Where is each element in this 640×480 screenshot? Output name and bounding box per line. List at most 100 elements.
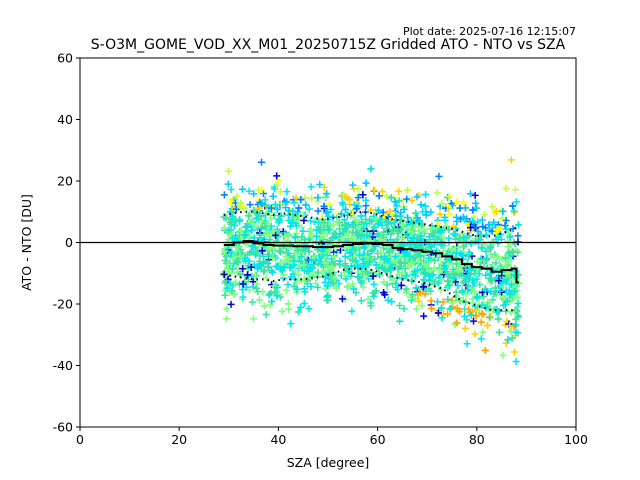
scatter-point (453, 218, 461, 226)
scatter-point (468, 217, 476, 225)
scatter-point (397, 281, 405, 289)
scatter-point (464, 286, 472, 294)
scatter-point (436, 210, 444, 218)
scatter-point (508, 248, 516, 256)
scatter-point (459, 198, 467, 206)
scatter-point (332, 230, 340, 238)
scatter-point (257, 158, 265, 166)
scatter-point (221, 247, 229, 255)
scatter-point (497, 206, 505, 214)
scatter-point (269, 192, 277, 200)
scatter-point (223, 253, 231, 261)
scatter-point (257, 213, 265, 221)
scatter-point (485, 221, 493, 229)
scatter-point (453, 319, 461, 327)
scatter-point (504, 250, 512, 258)
scatter-point (502, 307, 510, 315)
scatter-point (295, 204, 303, 212)
scatter-point (307, 217, 315, 225)
scatter-point (412, 209, 420, 217)
scatter-point (478, 310, 486, 318)
scatter-point (220, 191, 228, 199)
scatter-point (312, 279, 320, 287)
scatter-point (352, 289, 360, 297)
scatter-point (445, 193, 453, 201)
scatter-point (427, 297, 435, 305)
scatter-point (504, 243, 512, 251)
scatter-point (255, 204, 263, 212)
scatter-point (492, 259, 500, 267)
scatter-point (357, 265, 365, 273)
scatter-point (347, 249, 355, 257)
scatter-point (258, 224, 266, 232)
scatter-point (332, 284, 340, 292)
scatter-point (227, 186, 235, 194)
scatter-point (323, 209, 331, 217)
scatter-point (336, 257, 344, 265)
scatter-point (392, 279, 400, 287)
scatter-point (271, 288, 279, 296)
scatter-point (275, 247, 283, 255)
scatter-point (327, 205, 335, 213)
scatter-point (451, 230, 459, 238)
scatter-point (352, 246, 360, 254)
scatter-point (398, 268, 406, 276)
scatter-point (501, 254, 509, 262)
scatter-point (508, 334, 516, 342)
scatter-point (369, 246, 377, 254)
scatter-point (494, 252, 502, 260)
scatter-point (284, 281, 292, 289)
scatter-point (276, 188, 284, 196)
scatter-point (237, 199, 245, 207)
scatter-point (314, 283, 322, 291)
scatter-point (314, 194, 322, 202)
scatter-point (371, 255, 379, 263)
plot-date: Plot date: 2025-07-16 12:15:07 (403, 25, 576, 38)
scatter-point (348, 307, 356, 315)
scatter-point (254, 288, 262, 296)
scatter-point (495, 264, 503, 272)
scatter-point (229, 212, 237, 220)
scatter-point (421, 260, 429, 268)
scatter-point (442, 269, 450, 277)
scatter-point (378, 188, 386, 196)
scatter-point (381, 252, 389, 260)
scatter-point (445, 234, 453, 242)
scatter-point (407, 296, 415, 304)
scatter-point (306, 225, 314, 233)
scatter-point (372, 261, 380, 269)
scatter-point (275, 229, 283, 237)
scatter-point (290, 257, 298, 265)
scatter-point (239, 293, 247, 301)
scatter-point (238, 185, 246, 193)
scatter-point (383, 217, 391, 225)
scatter-point (473, 275, 481, 283)
scatter-point (506, 322, 514, 330)
scatter-point (359, 283, 367, 291)
scatter-point (477, 335, 485, 343)
scatter-point (375, 206, 383, 214)
scatter-point (444, 202, 452, 210)
scatter-point (477, 318, 485, 326)
scatter-point (220, 224, 228, 232)
scatter-point (260, 302, 268, 310)
scatter-point (291, 234, 299, 242)
scatter-point (281, 232, 289, 240)
scatter-point (383, 192, 391, 200)
scatter-point (410, 233, 418, 241)
scatter-point (402, 271, 410, 279)
scatter-point (391, 198, 399, 206)
scatter-point (394, 225, 402, 233)
scatter-point (388, 298, 396, 306)
scatter-point (322, 258, 330, 266)
y-tick-label: 20 (57, 174, 73, 189)
scatter-point (300, 285, 308, 293)
scatter-point (425, 254, 433, 262)
scatter-point (472, 312, 480, 320)
scatter-point (286, 222, 294, 230)
scatter-point (391, 210, 399, 218)
scatter-point (473, 294, 481, 302)
scatter-point (499, 207, 507, 215)
scatter-point (480, 211, 488, 219)
scatter-point (397, 209, 405, 217)
